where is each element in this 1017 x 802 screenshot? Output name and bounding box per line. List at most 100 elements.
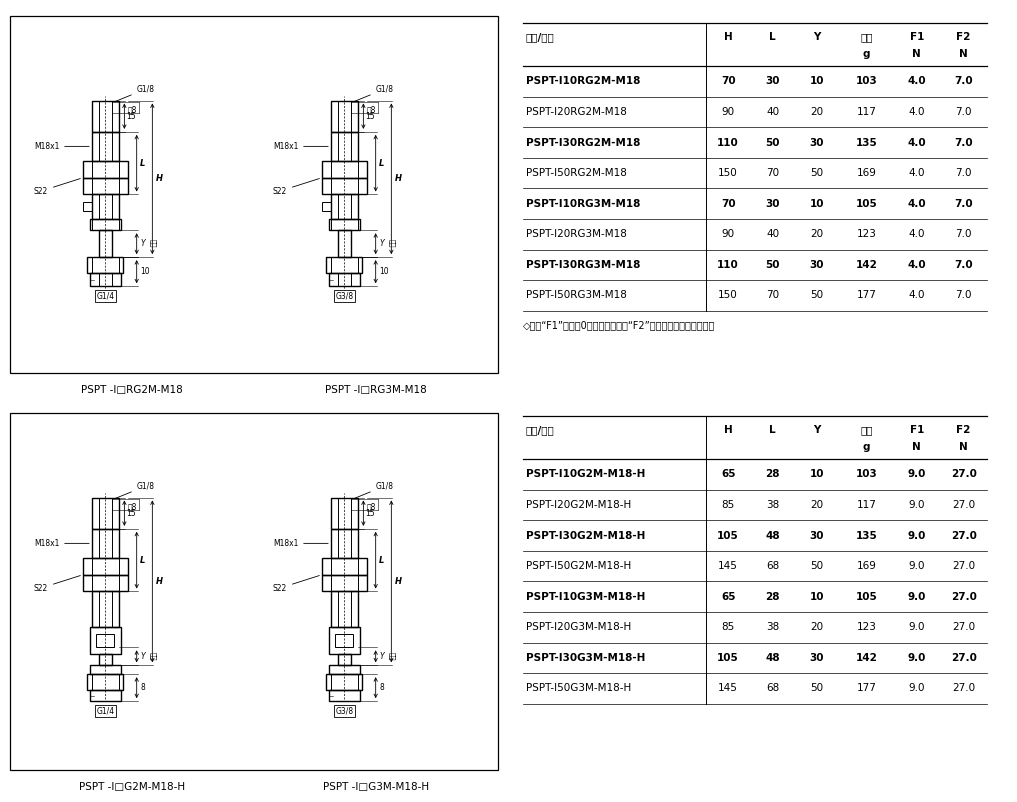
- Bar: [331, 132, 358, 161]
- Text: 27.0: 27.0: [951, 469, 976, 480]
- Text: 9.0: 9.0: [908, 683, 925, 694]
- Bar: [92, 497, 119, 529]
- Bar: [338, 654, 351, 666]
- Text: G1/8: G1/8: [354, 84, 394, 102]
- Text: 48: 48: [765, 653, 780, 663]
- Text: F1: F1: [909, 32, 924, 42]
- Bar: [92, 529, 119, 558]
- Text: N: N: [959, 49, 968, 59]
- Text: 7.0: 7.0: [955, 168, 972, 178]
- Bar: [87, 257, 123, 273]
- Bar: [89, 219, 121, 230]
- Text: H: H: [395, 577, 402, 586]
- Text: 27.0: 27.0: [951, 653, 976, 663]
- Bar: [331, 592, 358, 627]
- Bar: [89, 690, 121, 701]
- Text: 27.0: 27.0: [952, 561, 975, 571]
- Text: 150: 150: [718, 168, 738, 178]
- Text: G3/8: G3/8: [336, 292, 354, 301]
- Text: Y: Y: [814, 425, 821, 435]
- Text: PSPT-I10G3M-M18-H: PSPT-I10G3M-M18-H: [526, 592, 646, 602]
- Text: 30: 30: [810, 653, 824, 663]
- Text: PSPT -I□RG2M-M18: PSPT -I□RG2M-M18: [81, 385, 183, 395]
- Text: 7.0: 7.0: [954, 138, 973, 148]
- Bar: [92, 592, 119, 627]
- Text: PSPT-I30G3M-M18-H: PSPT-I30G3M-M18-H: [526, 653, 646, 663]
- Bar: [97, 634, 114, 647]
- Text: g: g: [862, 442, 870, 452]
- Text: N: N: [912, 49, 921, 59]
- Text: 27.0: 27.0: [952, 500, 975, 510]
- Bar: [331, 497, 358, 529]
- Text: 4.0: 4.0: [908, 168, 925, 178]
- Text: 27.0: 27.0: [951, 531, 976, 541]
- Text: 7.0: 7.0: [955, 290, 972, 301]
- Text: L: L: [769, 32, 776, 42]
- Text: 15: 15: [366, 508, 375, 517]
- Bar: [322, 178, 367, 194]
- Text: 10: 10: [810, 199, 824, 209]
- Text: 50: 50: [765, 138, 780, 148]
- Text: PSPT-I50RG2M-M18: PSPT-I50RG2M-M18: [526, 168, 626, 178]
- Text: F2: F2: [956, 32, 971, 42]
- Text: 深8: 深8: [128, 105, 137, 114]
- Text: H: H: [724, 32, 732, 42]
- Text: 90: 90: [722, 229, 734, 239]
- Text: M18x1: M18x1: [34, 142, 89, 151]
- Text: 28: 28: [765, 592, 780, 602]
- Text: 20: 20: [811, 229, 824, 239]
- Text: 65: 65: [721, 592, 735, 602]
- Text: 10: 10: [810, 76, 824, 87]
- Bar: [328, 666, 360, 674]
- Text: PSPT-I50G2M-M18-H: PSPT-I50G2M-M18-H: [526, 561, 632, 571]
- Text: 40: 40: [766, 229, 779, 239]
- Text: PSPT-I20G2M-M18-H: PSPT-I20G2M-M18-H: [526, 500, 632, 510]
- Text: 9.0: 9.0: [907, 531, 926, 541]
- Text: 142: 142: [855, 653, 878, 663]
- Text: 135: 135: [855, 531, 877, 541]
- Text: g: g: [862, 49, 870, 59]
- Text: 7.0: 7.0: [954, 76, 973, 87]
- Text: 4.0: 4.0: [907, 199, 926, 209]
- Text: 4.0: 4.0: [908, 229, 925, 239]
- Text: 型号/尺寸: 型号/尺寸: [526, 425, 554, 435]
- Text: 135: 135: [855, 138, 877, 148]
- Text: G3/8: G3/8: [336, 707, 354, 715]
- Bar: [83, 575, 128, 592]
- Text: 4.0: 4.0: [908, 107, 925, 117]
- Bar: [326, 674, 362, 690]
- Bar: [322, 575, 367, 592]
- Text: M18x1: M18x1: [273, 539, 328, 548]
- Text: PSPT-I20RG2M-M18: PSPT-I20RG2M-M18: [526, 107, 626, 117]
- Text: 169: 169: [856, 561, 877, 571]
- Text: 70: 70: [766, 168, 779, 178]
- Text: M18x1: M18x1: [273, 142, 328, 151]
- Text: 20: 20: [811, 500, 824, 510]
- Text: 10: 10: [379, 267, 388, 276]
- Text: L: L: [140, 159, 145, 168]
- Bar: [328, 690, 360, 701]
- Text: S22: S22: [273, 576, 319, 593]
- Text: PSPT-I30RG3M-M18: PSPT-I30RG3M-M18: [526, 260, 641, 270]
- Text: 105: 105: [855, 592, 877, 602]
- Text: PSPT-I20G3M-M18-H: PSPT-I20G3M-M18-H: [526, 622, 632, 632]
- Text: 9.0: 9.0: [907, 592, 926, 602]
- Text: 深8: 深8: [367, 105, 376, 114]
- Text: 68: 68: [766, 561, 779, 571]
- Text: 9.0: 9.0: [908, 500, 925, 510]
- Text: 27.0: 27.0: [951, 592, 976, 602]
- Text: 30: 30: [810, 138, 824, 148]
- Text: 40: 40: [766, 107, 779, 117]
- Text: N: N: [959, 442, 968, 452]
- Text: 9.0: 9.0: [908, 561, 925, 571]
- Text: 30: 30: [810, 531, 824, 541]
- Bar: [336, 634, 353, 647]
- Bar: [83, 202, 92, 211]
- Text: PSPT-I10RG2M-M18: PSPT-I10RG2M-M18: [526, 76, 641, 87]
- Bar: [328, 219, 360, 230]
- Bar: [83, 178, 128, 195]
- Text: 105: 105: [855, 199, 877, 209]
- Bar: [92, 195, 119, 219]
- Text: Y: Y: [814, 32, 821, 42]
- Bar: [322, 558, 367, 575]
